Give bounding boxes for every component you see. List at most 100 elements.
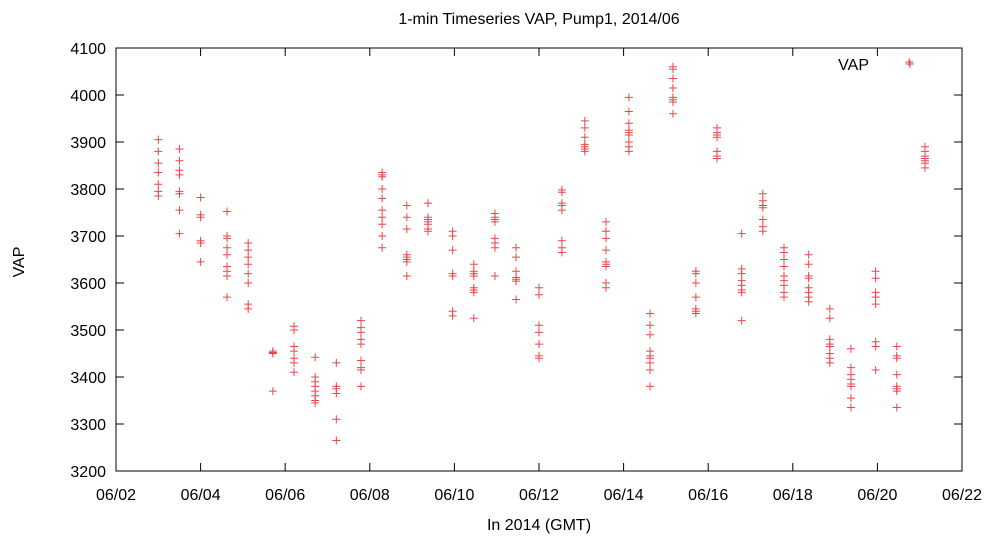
data-point bbox=[196, 239, 205, 248]
data-point bbox=[825, 314, 834, 323]
data-point bbox=[825, 342, 834, 351]
data-point bbox=[356, 340, 365, 349]
data-point bbox=[691, 279, 700, 287]
data-point bbox=[557, 206, 566, 215]
data-point bbox=[223, 250, 232, 259]
data-point bbox=[846, 403, 855, 412]
data-point bbox=[624, 119, 633, 128]
data-point bbox=[846, 344, 855, 353]
data-point bbox=[580, 147, 589, 156]
data-point bbox=[713, 154, 722, 163]
data-point bbox=[779, 262, 788, 271]
data-point bbox=[557, 248, 566, 257]
data-point bbox=[490, 217, 499, 226]
y-tick-label: 3400 bbox=[70, 370, 106, 387]
data-point bbox=[469, 314, 478, 323]
data-point bbox=[580, 123, 589, 132]
data-point bbox=[290, 326, 299, 334]
data-point bbox=[175, 170, 184, 179]
data-point bbox=[779, 255, 788, 264]
data-point bbox=[378, 213, 387, 222]
data-point bbox=[311, 353, 320, 362]
y-tick-label: 3600 bbox=[70, 276, 106, 293]
data-point bbox=[490, 243, 499, 252]
data-point bbox=[154, 168, 163, 177]
data-point bbox=[402, 201, 411, 210]
data-point bbox=[175, 189, 184, 198]
data-point bbox=[378, 172, 387, 181]
data-point bbox=[490, 271, 499, 280]
data-point bbox=[892, 370, 901, 379]
data-point bbox=[175, 206, 184, 215]
data-point bbox=[512, 253, 521, 262]
data-point bbox=[175, 145, 184, 154]
data-point bbox=[223, 243, 232, 252]
data-point bbox=[175, 156, 184, 165]
data-point bbox=[646, 358, 655, 367]
y-tick-label: 4100 bbox=[70, 41, 106, 58]
data-point bbox=[535, 328, 543, 337]
data-point bbox=[469, 260, 478, 269]
data-point bbox=[557, 188, 566, 197]
data-point bbox=[196, 193, 205, 202]
legend-marker bbox=[906, 60, 914, 68]
data-point bbox=[871, 274, 880, 283]
y-axis-label: VAP bbox=[11, 247, 28, 278]
x-tick-label: 06/04 bbox=[181, 487, 221, 504]
data-point bbox=[624, 147, 633, 156]
data-point bbox=[779, 248, 788, 257]
data-point bbox=[646, 365, 655, 374]
data-point bbox=[175, 229, 184, 238]
data-point bbox=[758, 227, 767, 236]
data-point bbox=[154, 159, 163, 168]
data-point bbox=[332, 358, 341, 367]
data-point bbox=[758, 189, 767, 198]
data-point bbox=[423, 199, 432, 208]
data-point bbox=[378, 194, 387, 203]
data-point bbox=[601, 262, 610, 271]
chart-title: 1-min Timeseries VAP, Pump1, 2014/06 bbox=[398, 11, 679, 28]
data-point bbox=[871, 267, 880, 276]
data-point bbox=[713, 133, 722, 142]
data-point bbox=[402, 224, 411, 233]
data-point bbox=[892, 342, 901, 351]
data-point bbox=[580, 133, 589, 142]
x-tick-label: 06/06 bbox=[265, 487, 305, 504]
data-point bbox=[154, 135, 163, 144]
data-point bbox=[779, 293, 788, 302]
data-point bbox=[378, 185, 387, 193]
y-tick-label: 3700 bbox=[70, 229, 106, 246]
data-point bbox=[737, 229, 746, 238]
data-point bbox=[268, 349, 277, 358]
data-point bbox=[512, 243, 521, 252]
data-point bbox=[244, 279, 253, 287]
data-point bbox=[356, 356, 365, 365]
data-point bbox=[668, 98, 677, 107]
x-tick-label: 06/02 bbox=[96, 487, 136, 504]
data-point bbox=[154, 192, 163, 201]
data-point bbox=[535, 290, 543, 299]
data-point bbox=[804, 274, 813, 283]
y-tick-label: 3800 bbox=[70, 182, 106, 199]
data-point bbox=[223, 271, 232, 280]
data-point bbox=[378, 220, 387, 229]
data-point bbox=[920, 163, 929, 172]
data-point bbox=[402, 257, 411, 266]
data-point bbox=[223, 234, 232, 243]
data-point bbox=[646, 309, 655, 318]
data-point bbox=[423, 227, 432, 236]
y-tick-label: 3500 bbox=[70, 323, 106, 340]
data-point bbox=[846, 363, 855, 372]
data-point bbox=[290, 358, 299, 367]
plot-area: 3200 3300 3400 3500 3600 3700 3800 3900 4000 4100… bbox=[70, 41, 982, 504]
data-point bbox=[356, 316, 365, 325]
data-point bbox=[779, 281, 788, 290]
data-point bbox=[737, 316, 746, 325]
data-point bbox=[601, 227, 610, 236]
data-point bbox=[804, 250, 813, 259]
data-point bbox=[871, 300, 880, 309]
data-point bbox=[402, 271, 411, 280]
data-point bbox=[356, 382, 365, 391]
data-point bbox=[668, 74, 677, 83]
data-point bbox=[448, 232, 457, 240]
